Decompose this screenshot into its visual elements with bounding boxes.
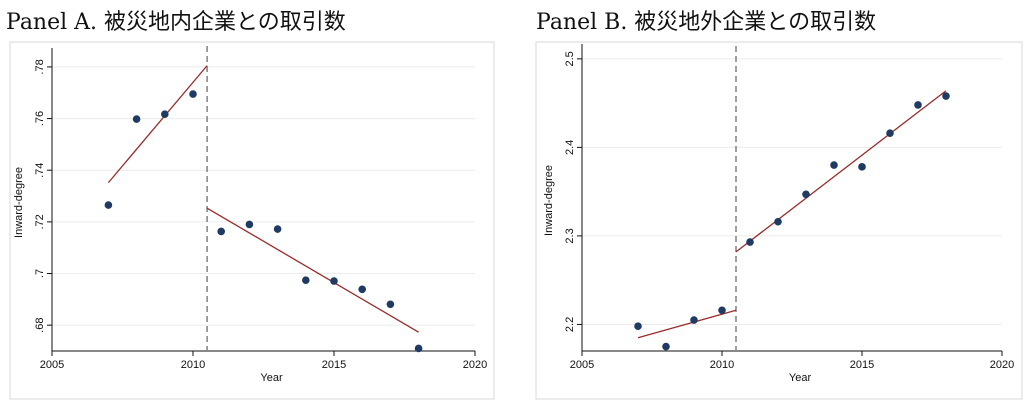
panel-b-data-point — [914, 101, 922, 109]
panel-a-y-tick-label: .78 — [34, 59, 46, 74]
panel-a-data-point — [302, 276, 310, 285]
panel-a-data-point — [217, 227, 225, 236]
panel-a-data-point — [161, 110, 169, 118]
panel-a-y-tick-label: .7 — [34, 269, 46, 278]
panel-a-y-tick-label: .76 — [34, 111, 46, 126]
panel-a-data-point — [189, 90, 197, 98]
panel-a: Panel A. 被災地内企業との取引数 .68 .7 .72 .74 .76 .78 20… — [0, 0, 500, 405]
panel-b-data-point — [718, 306, 726, 315]
panel-b-chart: 2.2 2.3 2.4 2.5 2005 2010 2015 2020 Year Inward-d… — [535, 41, 1023, 400]
panel-b-y-axis-title: Inward-degree — [543, 165, 555, 236]
panel-b: Panel B. 被災地外企業との取引数 2.2 2.3 2.4 2.5 2005 201… — [530, 0, 1027, 405]
panel-b-title: Panel B. 被災地外企業との取引数 — [536, 10, 877, 35]
panel-b-fit-line — [735, 90, 947, 253]
panel-b-data-point — [634, 322, 642, 331]
panel-a-y-axis-title: Inward-degree — [13, 167, 25, 238]
panel-b-y-tick-label: 2.4 — [564, 140, 576, 155]
panel-b-data-point — [662, 342, 670, 351]
panel-b-x-tick-label: 2020 — [990, 359, 1014, 371]
panel-b-y-tick-label: 2.5 — [564, 51, 576, 66]
panel-a-y-tick-label: .68 — [34, 318, 46, 333]
panel-b-x-tick-label: 2015 — [850, 359, 874, 371]
panel-a-title: Panel A. 被災地内企業との取引数 — [6, 10, 346, 35]
panel-b-x-tick-label: 2010 — [710, 359, 734, 371]
panel-a-chart: .68 .7 .72 .74 .76 .78 2005 2010 2015 2020 Year Inw… — [9, 41, 495, 400]
panel-b-data-point — [830, 161, 838, 169]
panel-a-y-tick-label: .72 — [34, 214, 46, 229]
panel-a-x-axis-title: Year — [260, 372, 283, 384]
panel-a-data-point — [273, 225, 282, 233]
panel-a-data-point — [414, 344, 423, 353]
panel-a-frame — [9, 41, 495, 400]
panel-b-x-axis-title: Year — [789, 372, 812, 384]
panel-b-data-point — [942, 92, 950, 100]
panel-a-data-point — [245, 220, 254, 229]
panel-a-x-tick-label: 2020 — [463, 359, 487, 371]
panel-b-data-point — [858, 163, 866, 171]
panel-b-data-point — [802, 190, 810, 199]
panel-b-data-point — [746, 238, 754, 246]
panel-a-x-tick-label: 2005 — [40, 359, 64, 371]
panel-a-x-tick-label: 2015 — [322, 359, 346, 371]
panel-b-fit-line — [637, 309, 737, 339]
panel-a-fit-line — [107, 65, 208, 184]
panel-b-y-tick-label: 2.2 — [564, 317, 576, 332]
panel-a-x-tick-label: 2010 — [181, 359, 205, 371]
panel-b-data-point — [774, 217, 782, 226]
panel-b-data-point — [886, 129, 894, 138]
panel-a-data-point — [330, 277, 338, 285]
panel-a-data-point — [132, 115, 141, 123]
panel-a-data-point — [386, 300, 395, 309]
panel-a-fit-line — [206, 207, 419, 333]
panel-a-data-point — [104, 201, 113, 209]
panel-b-frame — [535, 41, 1023, 400]
panel-a-y-tick-label: .74 — [34, 163, 46, 178]
panel-b-data-point — [690, 316, 698, 324]
panel-b-x-tick-label: 2005 — [570, 359, 594, 371]
panel-a-data-point — [358, 285, 367, 294]
panel-b-y-tick-label: 2.3 — [564, 228, 576, 243]
